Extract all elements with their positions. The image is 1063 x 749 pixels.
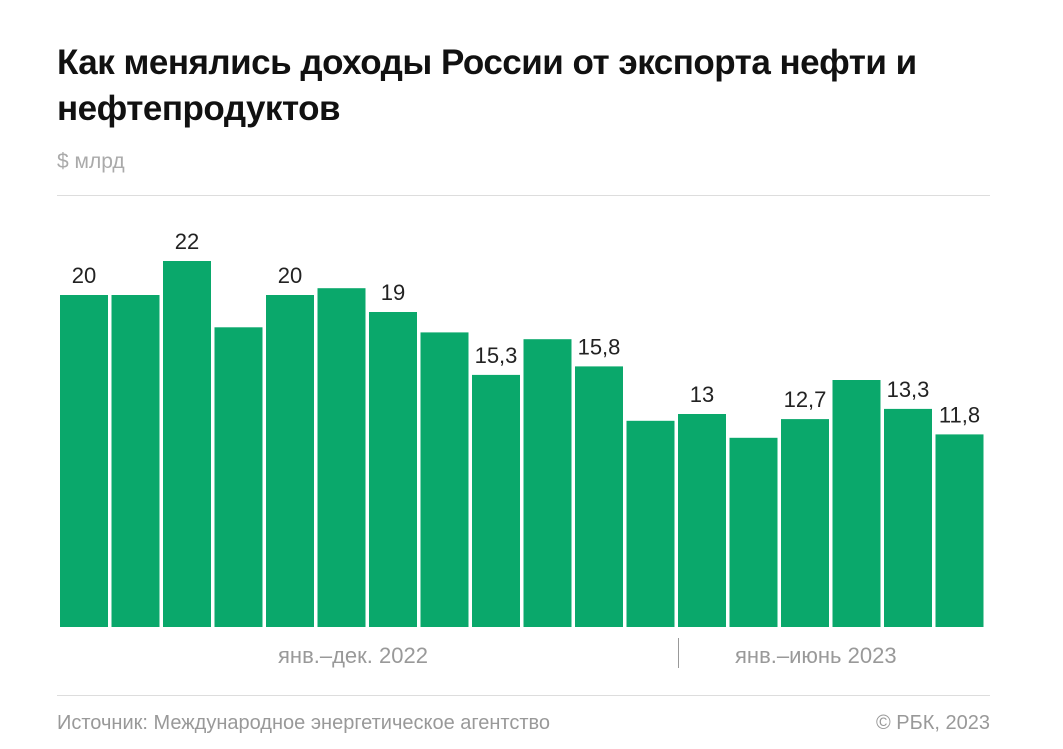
bar (111, 295, 160, 627)
source-note: Источник: Международное энергетическое а… (57, 712, 551, 734)
bar (781, 419, 829, 627)
bottom-rule (57, 695, 990, 696)
data-label: 12,7 (784, 387, 827, 412)
data-label: 13 (690, 382, 714, 407)
bar (575, 366, 623, 627)
bar (317, 288, 366, 627)
top-rule (57, 195, 990, 196)
bar (523, 339, 572, 627)
bar (214, 327, 263, 627)
bar (626, 420, 675, 627)
copyright: © РБК, 2023 (875, 712, 990, 734)
bar (420, 332, 469, 627)
bar (935, 434, 984, 627)
bar (163, 261, 211, 627)
bar (60, 295, 108, 627)
data-label: 15,8 (578, 334, 621, 359)
data-label: 15,3 (475, 343, 518, 368)
bar (472, 374, 520, 627)
bar (884, 408, 932, 627)
bar (832, 380, 881, 627)
data-label: 20 (278, 263, 302, 288)
bar (369, 312, 417, 627)
bar (729, 437, 778, 627)
bar (266, 295, 314, 627)
bar (678, 414, 726, 627)
data-label: 19 (381, 280, 405, 305)
data-label: 20 (72, 263, 96, 288)
unit-label: $ млрд (57, 150, 125, 173)
data-label: 22 (175, 229, 199, 254)
data-label: 13,3 (887, 377, 930, 402)
data-label: 11,8 (939, 402, 980, 427)
group-separator (678, 638, 679, 668)
chart-title: Как менялись доходы России от экспорта н… (57, 43, 917, 128)
group-label-2023: янв.–июнь 2023 (735, 643, 897, 668)
group-label-2022: янв.–дек. 2022 (278, 643, 428, 668)
